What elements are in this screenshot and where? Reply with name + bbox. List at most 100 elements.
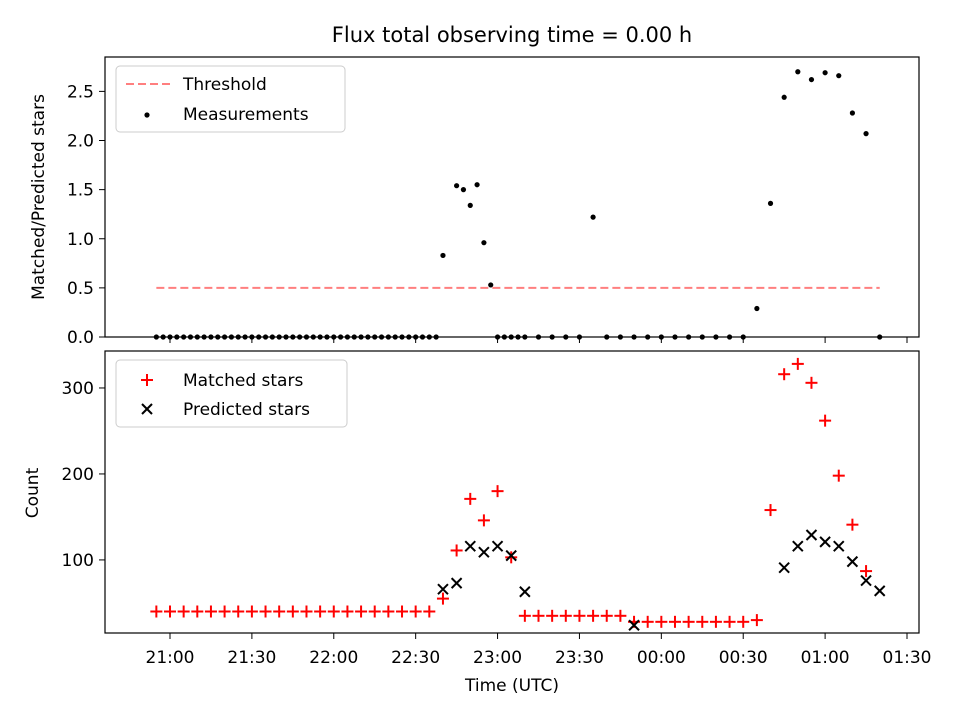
matched-star-point xyxy=(696,615,709,628)
predicted-star-point xyxy=(873,585,886,597)
measurement-point xyxy=(849,110,856,116)
measurement-point xyxy=(549,334,555,340)
predicted-star-point xyxy=(491,540,504,552)
measurement-point xyxy=(290,334,296,340)
predicted-star-point xyxy=(805,529,818,541)
matched-legend-icon xyxy=(141,374,153,386)
bottom-y-axis: 100 200 300 xyxy=(62,379,105,571)
matched-star-point xyxy=(436,592,449,605)
matched-star-point xyxy=(477,514,490,527)
matched-star-point xyxy=(204,605,217,618)
measurement-point xyxy=(877,334,883,340)
measurement-point xyxy=(645,334,651,340)
matched-star-point xyxy=(245,605,258,618)
top-y-tick-label: 0.0 xyxy=(67,328,94,348)
bottom-y-tick-label: 200 xyxy=(62,465,94,485)
predicted-star-point xyxy=(628,619,640,631)
x-tick-label: 23:00 xyxy=(473,648,522,668)
top-y-axis: 0.0 0.5 1.0 1.5 2.0 2.5 xyxy=(67,82,105,348)
matched-star-point xyxy=(764,504,777,517)
top-y-tick-label: 2.0 xyxy=(67,132,94,152)
top-x-ticks xyxy=(169,337,908,343)
measurement-point xyxy=(269,334,275,340)
measurement-point xyxy=(781,94,787,100)
measurement-point xyxy=(617,334,623,340)
matched-star-point xyxy=(423,605,436,618)
bottom-legend-box xyxy=(115,359,348,428)
measurement-point xyxy=(228,334,235,340)
measurement-point xyxy=(836,73,842,79)
measurement-point xyxy=(481,240,487,246)
measurement-point xyxy=(160,334,166,340)
measurement-point xyxy=(563,334,569,340)
x-tick-label: 00:30 xyxy=(719,648,768,668)
predicted-star-point xyxy=(450,577,463,589)
measurement-point xyxy=(590,214,596,220)
bottom-y-axis-label: Count xyxy=(23,467,43,518)
measurement-point xyxy=(365,334,371,340)
measurements-points xyxy=(153,69,883,340)
measurement-point xyxy=(604,334,610,340)
measurement-point xyxy=(276,334,282,340)
predicted-star-point xyxy=(860,574,872,587)
measurement-point xyxy=(385,334,391,340)
matched-star-point xyxy=(641,615,654,628)
measurement-point xyxy=(686,334,692,340)
measurement-point xyxy=(344,334,351,340)
matched-star-point xyxy=(273,605,286,618)
measurement-point xyxy=(378,334,385,340)
measurement-point xyxy=(822,70,828,76)
measurement-point xyxy=(181,334,187,340)
measurement-point xyxy=(235,334,241,340)
measurement-point xyxy=(194,334,200,340)
predicted-star-point xyxy=(519,586,531,598)
matched-star-point xyxy=(368,605,381,618)
measurement-point xyxy=(338,334,344,340)
matched-star-point xyxy=(177,605,190,618)
measurement-point xyxy=(242,334,248,340)
matched-star-point xyxy=(587,609,600,622)
matched-star-point xyxy=(778,368,791,381)
top-y-tick-label: 1.5 xyxy=(67,181,94,201)
matched-star-point xyxy=(164,605,176,618)
measurement-point xyxy=(324,334,330,340)
measurement-point xyxy=(426,334,432,340)
predicted-legend-icon xyxy=(141,403,153,415)
predicted-star-point xyxy=(792,540,804,552)
measurement-point xyxy=(713,334,719,340)
bottom-y-tick-label: 300 xyxy=(62,379,94,399)
matched-star-point xyxy=(655,615,668,628)
bottom-x-axis: 21:00 21:30 22:00 22:30 23:00 23:30 00:00 00:30… xyxy=(146,633,932,668)
measurement-point xyxy=(297,334,303,340)
bottom-legend: Matched stars Predicted stars xyxy=(115,359,348,428)
measurement-point xyxy=(535,334,542,340)
matched-stars-points xyxy=(150,357,873,628)
measurement-point xyxy=(187,334,194,340)
matched-star-point xyxy=(505,551,518,564)
chart-title: Flux total observing time = 0.00 h xyxy=(332,23,692,47)
matched-star-point xyxy=(259,605,272,618)
predicted-star-point xyxy=(464,540,476,552)
measurement-point xyxy=(488,282,494,288)
measurement-point xyxy=(358,334,364,340)
measurement-point xyxy=(515,334,521,340)
measurement-point xyxy=(522,334,528,340)
top-y-tick-label: 2.5 xyxy=(67,82,94,102)
measurement-point xyxy=(460,187,467,193)
matched-star-point xyxy=(819,414,832,427)
measurement-point xyxy=(208,334,214,340)
x-tick-label: 01:00 xyxy=(801,648,850,668)
matched-star-point xyxy=(341,605,354,618)
measurement-point xyxy=(467,202,473,208)
matched-star-point xyxy=(150,605,163,618)
measurement-point xyxy=(372,334,378,340)
matched-star-point xyxy=(218,605,231,618)
matched-star-point xyxy=(518,609,531,622)
matched-star-point xyxy=(450,544,463,557)
measurement-point xyxy=(221,334,228,340)
matched-star-point xyxy=(682,615,695,628)
threshold-legend-label: Threshold xyxy=(182,75,267,95)
measurement-point xyxy=(699,334,705,340)
bottom-y-tick-label: 100 xyxy=(62,551,94,571)
matched-star-point xyxy=(355,605,368,618)
